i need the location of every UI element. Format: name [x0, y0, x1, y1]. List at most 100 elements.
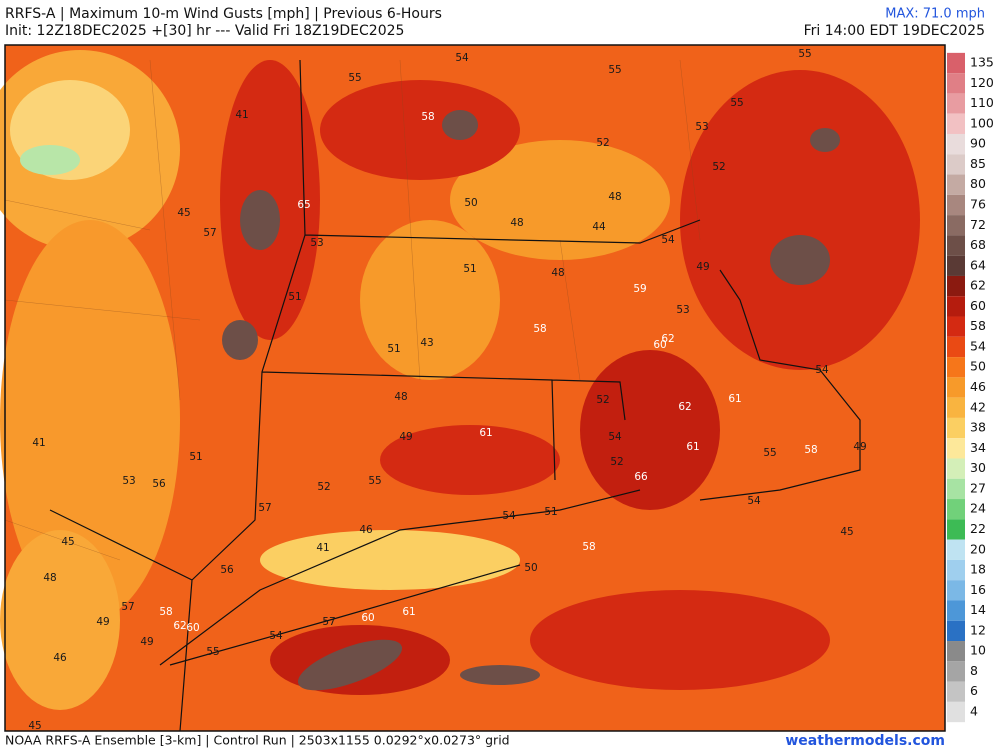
gust-label: 53 — [676, 304, 689, 316]
colorbar-label: 46 — [970, 379, 986, 394]
colorbar-label: 62 — [970, 278, 986, 293]
colorbar-label: 85 — [970, 156, 986, 171]
colorbar-swatch — [947, 174, 965, 195]
gust-label: 62 — [173, 620, 186, 632]
gust-label: 61 — [686, 441, 699, 453]
colorbar-swatch — [947, 641, 965, 662]
colorbar-label: 24 — [970, 501, 986, 516]
colorbar-label: 22 — [970, 521, 986, 536]
footer-source: NOAA RRFS-A Ensemble [3-km] | Control Ru… — [5, 733, 510, 748]
county-lines — [4, 59, 701, 561]
gust-label: 41 — [316, 542, 329, 554]
gust-label: 62 — [661, 333, 674, 345]
colorbar-label: 6 — [970, 683, 978, 698]
gust-label: 57 — [121, 601, 134, 613]
gust-label: 61 — [728, 393, 741, 405]
colorbar-swatch — [947, 113, 965, 134]
colorbar-swatch — [947, 93, 965, 114]
colorbar-swatch — [947, 215, 965, 236]
map-frame — [4, 44, 946, 732]
colorbar-swatch — [947, 154, 965, 175]
colorbar-swatch — [947, 357, 965, 378]
gust-label: 51 — [544, 506, 557, 518]
gust-label: 52 — [610, 456, 623, 468]
colorbar-swatch — [947, 681, 965, 702]
gust-label: 51 — [288, 291, 301, 303]
gust-label: 52 — [712, 161, 725, 173]
colorbar-swatch — [947, 499, 965, 520]
gust-label: 45 — [28, 720, 41, 732]
colorbar-swatch — [947, 133, 965, 155]
gust-label: 51 — [463, 263, 476, 275]
max-value: MAX: 71.0 mph — [885, 7, 985, 22]
gust-label: 55 — [206, 646, 219, 658]
colorbar-label: 42 — [970, 399, 986, 414]
field — [770, 235, 830, 285]
gust-label: 61 — [479, 427, 492, 439]
gust-label: 51 — [189, 451, 202, 463]
field — [680, 70, 920, 370]
colorbar-label: 16 — [970, 582, 986, 597]
field — [450, 140, 670, 260]
gust-label: 41 — [235, 109, 248, 121]
gust-label: 50 — [524, 562, 537, 574]
colorbar-label: 12 — [970, 622, 986, 637]
field — [360, 220, 500, 380]
gust-label: 57 — [322, 616, 335, 628]
colorbar-swatch — [947, 275, 965, 297]
colorbar-swatch — [947, 255, 965, 276]
gust-label: 43 — [420, 337, 433, 349]
colorbar-label: 20 — [970, 541, 986, 556]
field — [297, 639, 403, 691]
gust-label: 60 — [653, 339, 666, 351]
gust-label: 54 — [269, 630, 283, 642]
colorbar-swatch — [947, 458, 965, 479]
gust-label: 60 — [186, 622, 199, 634]
gust-label: 58 — [159, 606, 172, 618]
title: RRFS-A | Maximum 10-m Wind Gusts [mph] |… — [5, 6, 442, 22]
state-and-coast-borders — [49, 59, 861, 732]
gust-label: 52 — [596, 137, 609, 149]
colorbar-swatch — [947, 701, 965, 723]
colorbar-label: 18 — [970, 562, 986, 577]
gust-label: 57 — [203, 227, 216, 239]
gust-label: 54 — [747, 495, 761, 507]
gust-label: 54 — [661, 234, 675, 246]
gust-label: 49 — [96, 616, 109, 628]
field — [530, 590, 830, 690]
gust-label: 50 — [464, 197, 477, 209]
gust-label: 55 — [730, 97, 743, 109]
colorbar-swatch — [947, 438, 965, 459]
gust-label: 52 — [317, 481, 330, 493]
colorbar-label: 76 — [970, 196, 986, 211]
gust-label: 54 — [455, 52, 469, 64]
field — [0, 220, 180, 620]
valid-time: Fri 14:00 EDT 19DEC2025 — [804, 23, 985, 39]
colorbar-label: 38 — [970, 420, 986, 435]
colorbar-swatch — [947, 600, 965, 621]
gust-label: 65 — [297, 199, 310, 211]
colorbar-label: 27 — [970, 480, 986, 495]
colorbar-label: 30 — [970, 460, 986, 475]
gust-label: 54 — [608, 431, 622, 443]
field — [222, 320, 258, 360]
init-line: Init: 12Z18DEC2025 +[30] hr --- Valid Fr… — [5, 23, 404, 39]
gust-label: 58 — [421, 111, 434, 123]
colorbar-swatch — [947, 316, 965, 337]
footer-site[interactable]: weathermodels.com — [785, 733, 945, 749]
field — [442, 110, 478, 140]
colorbar-label: 14 — [970, 602, 986, 617]
colorbar-label: 68 — [970, 237, 986, 252]
gust-label: 58 — [533, 323, 546, 335]
colorbar-label: 58 — [970, 318, 986, 333]
gust-label: 45 — [61, 536, 74, 548]
colorbar-label: 10 — [970, 643, 986, 658]
gust-label: 55 — [348, 72, 361, 84]
gust-label: 49 — [696, 261, 709, 273]
colorbar-label: 100 — [970, 115, 994, 130]
gust-label: 48 — [394, 391, 407, 403]
gust-label: 45 — [177, 207, 190, 219]
gust-label: 45 — [840, 526, 853, 538]
colorbar-swatch — [947, 661, 965, 682]
